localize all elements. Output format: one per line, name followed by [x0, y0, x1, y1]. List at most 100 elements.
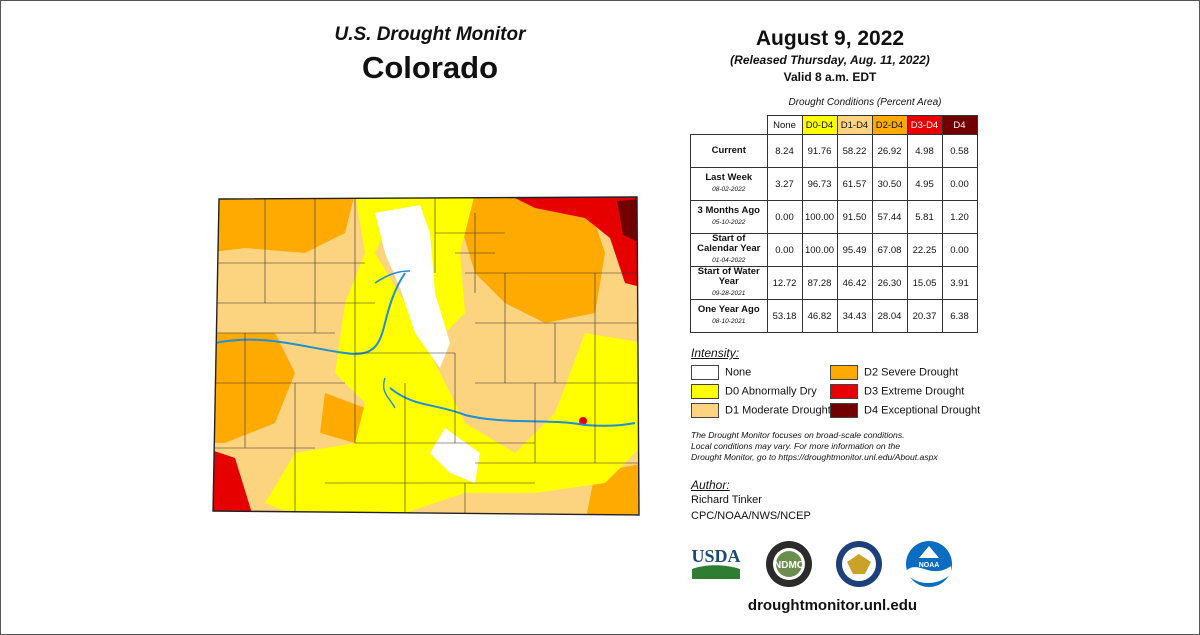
table-cell: 26.30 [871, 266, 908, 300]
table-cell: 67.08 [871, 233, 908, 267]
table-cell: 4.98 [906, 134, 943, 168]
river-north [374, 270, 411, 284]
table-cell: 96.73 [801, 167, 838, 201]
table-cell: 95.49 [836, 233, 873, 267]
col-none: None [766, 115, 803, 135]
table-cell: 58.22 [836, 134, 873, 168]
table-row: Start of Calendar Year 01-04-2022 0.00 10… [690, 233, 978, 267]
table-row: Last Week 08-02-2022 3.27 96.73 61.57 30.… [690, 167, 978, 201]
none-region-north [375, 205, 450, 368]
col-d3-d4: D3-D4 [906, 115, 943, 135]
table-cell: 5.81 [906, 200, 943, 234]
d4-region [617, 199, 639, 243]
row-label-text: Start of Calendar Year [697, 233, 761, 254]
legend-swatch [691, 403, 719, 418]
noaa-logo: NOAA [906, 541, 952, 587]
table-cell: 26.92 [871, 134, 908, 168]
table-cell: 53.18 [766, 299, 803, 333]
row-date: 08-02-2022 [712, 186, 746, 193]
table-cell: 0.00 [941, 233, 978, 267]
table-cell: 34.43 [836, 299, 873, 333]
table-row: One Year Ago 08-10-2021 53.18 46.82 34.43… [690, 299, 978, 333]
table-cell: 8.24 [766, 134, 803, 168]
table-cell: 15.05 [906, 266, 943, 300]
table-caption: Drought Conditions (Percent Area) [788, 97, 942, 108]
table-cell: 91.50 [836, 200, 873, 234]
row-date: 01-04-2022 [712, 257, 746, 264]
row-label-text: Start of Water Year [697, 266, 760, 287]
row-label-text: Last Week [705, 172, 753, 183]
table-cell: 100.00 [801, 233, 838, 267]
legend-swatch [830, 384, 858, 399]
row-label: One Year Ago 08-10-2021 [690, 299, 768, 333]
note-line: The Drought Monitor focuses on broad-sca… [691, 430, 905, 440]
table-cell: 57.44 [871, 200, 908, 234]
table-cell: 46.82 [801, 299, 838, 333]
d2-region-northwest [213, 197, 355, 253]
legend-swatch [830, 365, 858, 380]
table-cell: 4.95 [906, 167, 943, 201]
col-d0-d4: D0-D4 [801, 115, 838, 135]
legend-item-d2: D2 Severe Drought [830, 365, 958, 380]
d2-region-southwest [320, 393, 365, 443]
table-cell: 61.57 [836, 167, 873, 201]
legend-item-d1: D1 Moderate Drought [691, 403, 831, 418]
row-label-text: Current [711, 145, 746, 156]
footer-url[interactable]: droughtmonitor.unl.edu [747, 597, 918, 614]
colorado-drought-map [212, 196, 640, 516]
table-row: Start of Water Year 09-28-2021 12.72 87.2… [690, 266, 978, 300]
disclaimer-note: The Drought Monitor focuses on broad-sca… [691, 430, 991, 463]
county-boundaries [213, 197, 639, 515]
ndmc-logo-text: NDMC [774, 560, 804, 571]
d2-region-west [213, 333, 295, 443]
legend-swatch [691, 365, 719, 380]
row-label: 3 Months Ago 05-10-2022 [690, 200, 768, 234]
row-date: 09-28-2021 [712, 290, 746, 297]
d2-region-northeast [460, 197, 605, 323]
drought-conditions-table: None D0-D4 D1-D4 D2-D4 D3-D4 D4 Current … [690, 115, 978, 333]
table-cell: 3.27 [766, 167, 803, 201]
map-title: U.S. Drought Monitor [334, 24, 526, 45]
table-cell: 87.28 [801, 266, 838, 300]
d3-spot [579, 417, 587, 425]
none-region-south [430, 428, 480, 483]
legend-label: None [725, 366, 752, 379]
legend-label: D2 Severe Drought [864, 366, 959, 379]
table-cell: 22.25 [906, 233, 943, 267]
table-cell: 91.76 [801, 134, 838, 168]
table-cell: 20.37 [906, 299, 943, 333]
d0-region [265, 197, 639, 515]
usda-logo-text: USDA [691, 546, 740, 566]
valid-time: Valid 8 a.m. EDT [783, 70, 877, 84]
table-cell: 6.38 [941, 299, 978, 333]
table-cell: 100.00 [801, 200, 838, 234]
table-cell: 46.42 [836, 266, 873, 300]
col-d2-d4: D2-D4 [871, 115, 908, 135]
map-date: August 9, 2022 [755, 27, 905, 50]
table-cell: 1.20 [941, 200, 978, 234]
col-d4: D4 [941, 115, 978, 135]
usda-logo: USDA [691, 546, 741, 579]
author-title: Author: [691, 478, 730, 492]
state-name: Colorado [361, 50, 499, 85]
arkansas-river [389, 387, 636, 427]
table-cell: 30.50 [871, 167, 908, 201]
row-date: 05-10-2022 [712, 219, 746, 226]
row-label-text: One Year Ago [697, 304, 760, 315]
legend-item-d4: D4 Exceptional Drought [830, 403, 980, 418]
row-label: Current [690, 134, 768, 168]
header-blank [691, 116, 768, 135]
table-cell: 28.04 [871, 299, 908, 333]
note-line: Local conditions may vary. For more info… [691, 441, 901, 451]
author-org: CPC/NOAA/NWS/NCEP [691, 510, 811, 522]
table-cell: 0.00 [766, 233, 803, 267]
release-date: (Released Thursday, Aug. 11, 2022) [730, 53, 930, 67]
legend-swatch [691, 384, 719, 399]
table-cell: 3.91 [941, 266, 978, 300]
row-label: Start of Calendar Year 01-04-2022 [690, 233, 768, 267]
row-label: Last Week 08-02-2022 [690, 167, 768, 201]
legend-label: D4 Exceptional Drought [864, 404, 981, 417]
legend-item-d0: D0 Abnormally Dry [691, 384, 817, 399]
note-line: Drought Monitor, go to https://droughtmo… [691, 452, 938, 462]
table-row: 3 Months Ago 05-10-2022 0.00 100.00 91.50… [690, 200, 978, 234]
